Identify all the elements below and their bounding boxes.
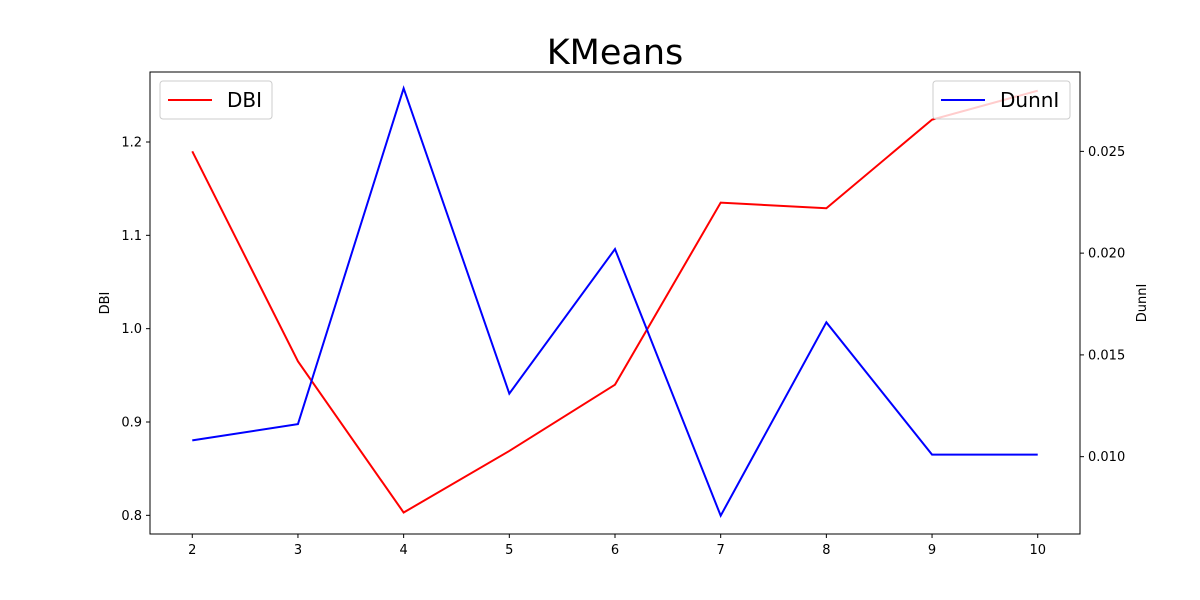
- y-axis-right: 0.010 0.015 0.020 0.025: [1080, 145, 1125, 465]
- legend-dunni-box: [932, 80, 1071, 120]
- y-axis-left: 0.8 0.9 1.0 1.1 1.2: [121, 136, 150, 524]
- x-axis: 2 3 4 5 6 7 8 9 10: [188, 534, 1046, 558]
- series-line-dbi: [191, 89, 1038, 514]
- x-tick-label: 4: [399, 543, 407, 558]
- legend-dunni-label: DunnI: [1000, 88, 1059, 112]
- legend-dbi-box: [159, 80, 273, 120]
- y-axis-left-title: DBI: [98, 292, 113, 315]
- legend-dbi-label: DBI: [227, 88, 262, 112]
- x-tick-label: 8: [822, 543, 830, 558]
- x-tick-label: 5: [505, 543, 513, 558]
- y-left-tick-label: 1.2: [121, 136, 142, 151]
- plot-marks: [191, 85, 1038, 519]
- y-left-tick-label: 1.1: [121, 229, 142, 244]
- x-tick-label: 2: [188, 543, 196, 558]
- y-right-tick-label: 0.015: [1088, 348, 1125, 363]
- y-left-tick-label: 0.9: [121, 416, 142, 431]
- x-tick-label: 3: [294, 543, 302, 558]
- legend-dbi: DBI: [159, 80, 273, 120]
- y-left-tick-label: 1.0: [121, 322, 142, 337]
- y-right-tick-label: 0.010: [1088, 450, 1125, 465]
- y-right-tick-label: 0.025: [1088, 145, 1125, 160]
- y-axis-right-title: DunnI: [1135, 284, 1150, 323]
- x-tick-label: 9: [928, 543, 936, 558]
- y-right-tick-label: 0.020: [1088, 247, 1125, 262]
- x-tick-label: 6: [611, 543, 619, 558]
- series-line-dunni: [192, 85, 1038, 519]
- chart-title: KMeans: [547, 33, 684, 73]
- x-tick-label: 7: [717, 543, 725, 558]
- y-left-tick-label: 0.8: [121, 509, 142, 524]
- x-tick-label: 10: [1029, 543, 1046, 558]
- legend-dunni: DunnI: [932, 80, 1071, 120]
